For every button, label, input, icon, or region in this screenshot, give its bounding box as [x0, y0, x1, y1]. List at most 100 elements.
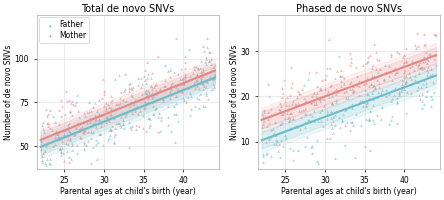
Point [343, 90, 350, 93]
Point [350, 90, 357, 93]
Point [91, 101, 98, 104]
Point [189, 71, 196, 75]
Point [64, 123, 71, 127]
Point [87, 161, 95, 164]
Point [210, 85, 217, 89]
Point [328, 116, 335, 119]
Point [294, 90, 301, 93]
Point [259, 122, 266, 126]
Point [93, 142, 100, 146]
Point [178, 67, 185, 71]
Point [360, 64, 367, 67]
Point [294, 148, 301, 152]
Point [94, 140, 101, 143]
Point [365, 85, 372, 88]
Point [81, 114, 88, 118]
Point [289, 99, 297, 103]
Point [376, 67, 383, 70]
Point [395, 91, 402, 94]
Point [289, 81, 296, 85]
Point [304, 77, 311, 81]
Point [285, 119, 292, 123]
Point [405, 71, 412, 74]
Point [353, 74, 360, 78]
Point [126, 90, 133, 93]
Point [425, 59, 432, 62]
Point [86, 116, 93, 120]
Point [273, 142, 280, 146]
Point [108, 128, 115, 132]
Point [347, 56, 354, 59]
Point [418, 107, 425, 110]
Point [123, 99, 130, 102]
Point [320, 97, 327, 100]
Point [61, 128, 68, 132]
Point [118, 112, 125, 115]
Point [142, 78, 149, 82]
Point [310, 109, 317, 112]
Point [187, 95, 194, 98]
Point [301, 100, 308, 104]
Point [98, 124, 105, 127]
Point [373, 78, 380, 82]
Point [162, 84, 169, 88]
Point [95, 132, 103, 135]
Point [417, 86, 424, 89]
Point [342, 108, 349, 111]
Point [408, 65, 416, 68]
Point [297, 127, 304, 130]
Point [414, 59, 421, 62]
Point [288, 65, 295, 69]
Point [129, 87, 136, 91]
Point [71, 103, 79, 106]
Point [419, 66, 426, 69]
Point [354, 102, 361, 106]
Point [417, 65, 424, 68]
Point [302, 99, 309, 103]
Point [198, 74, 206, 78]
Point [263, 140, 270, 144]
Point [404, 90, 411, 93]
Point [37, 148, 44, 151]
Point [423, 95, 430, 98]
Point [70, 103, 77, 106]
Point [79, 121, 86, 124]
Point [193, 78, 200, 81]
Point [57, 115, 64, 118]
Point [301, 144, 308, 147]
Point [110, 117, 117, 120]
Point [195, 67, 202, 71]
Point [341, 76, 348, 79]
Point [103, 118, 110, 121]
Point [281, 100, 288, 103]
Point [85, 100, 92, 103]
Point [144, 100, 151, 103]
Point [279, 113, 286, 116]
Point [412, 44, 419, 47]
Point [93, 118, 100, 121]
Point [104, 139, 111, 142]
Point [321, 78, 329, 81]
Point [118, 116, 125, 119]
Point [287, 106, 294, 109]
Point [369, 75, 376, 78]
Point [199, 83, 206, 86]
Point [87, 118, 94, 121]
Point [340, 86, 347, 89]
Point [364, 102, 371, 105]
Point [349, 124, 356, 127]
Point [147, 117, 154, 121]
Point [164, 104, 171, 107]
Point [324, 90, 331, 93]
Point [316, 97, 323, 100]
Point [57, 147, 64, 150]
Point [68, 100, 75, 103]
Point [120, 89, 127, 93]
Point [313, 100, 320, 103]
Point [286, 147, 293, 150]
Point [112, 122, 119, 125]
Point [418, 92, 425, 96]
Point [331, 157, 338, 160]
Point [111, 132, 118, 135]
Point [373, 95, 380, 98]
